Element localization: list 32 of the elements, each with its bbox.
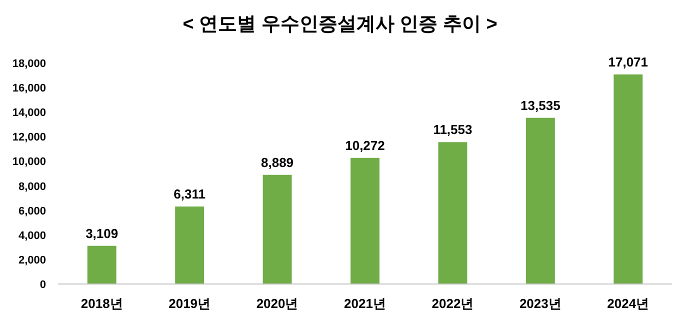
- x-tick-label: 2023년: [519, 296, 562, 311]
- x-tick-label: 2019년: [168, 296, 211, 311]
- bar: [526, 118, 555, 284]
- data-label: 10,272: [345, 138, 385, 153]
- y-tick-label: 14,000: [12, 107, 46, 120]
- bar: [175, 206, 204, 284]
- x-tick-label: 2021년: [344, 296, 386, 311]
- y-tick-label: 0: [40, 279, 46, 291]
- chart-title: < 연도별 우수인증설계사 인증 추이 >: [182, 14, 498, 35]
- y-tick-label: 8,000: [18, 180, 46, 193]
- y-tick-label: 4,000: [18, 230, 46, 242]
- bar: [614, 74, 643, 284]
- y-tick-label: 2,000: [18, 254, 46, 266]
- y-tick-label: 16,000: [12, 82, 46, 95]
- y-tick-label: 18,000: [12, 58, 46, 70]
- bar: [262, 174, 292, 284]
- bar: [350, 158, 380, 284]
- bar: [438, 142, 468, 284]
- data-label: 3,109: [86, 226, 118, 241]
- x-tick-label: 2024년: [607, 296, 650, 311]
- data-label: 11,553: [433, 122, 472, 138]
- bar: [87, 246, 116, 284]
- x-tick-label: 2018년: [80, 296, 123, 311]
- data-label: 17,071: [608, 54, 648, 70]
- y-tick-label: 6,000: [18, 205, 46, 218]
- x-tick-label: 2022년: [432, 296, 474, 311]
- y-tick-label: 10,000: [12, 156, 46, 168]
- data-label: 13,535: [520, 98, 560, 113]
- y-tick-label: 12,000: [12, 132, 46, 144]
- data-label: 8,889: [261, 154, 294, 170]
- data-label: 6,311: [174, 186, 206, 202]
- x-tick-label: 2020년: [256, 296, 298, 311]
